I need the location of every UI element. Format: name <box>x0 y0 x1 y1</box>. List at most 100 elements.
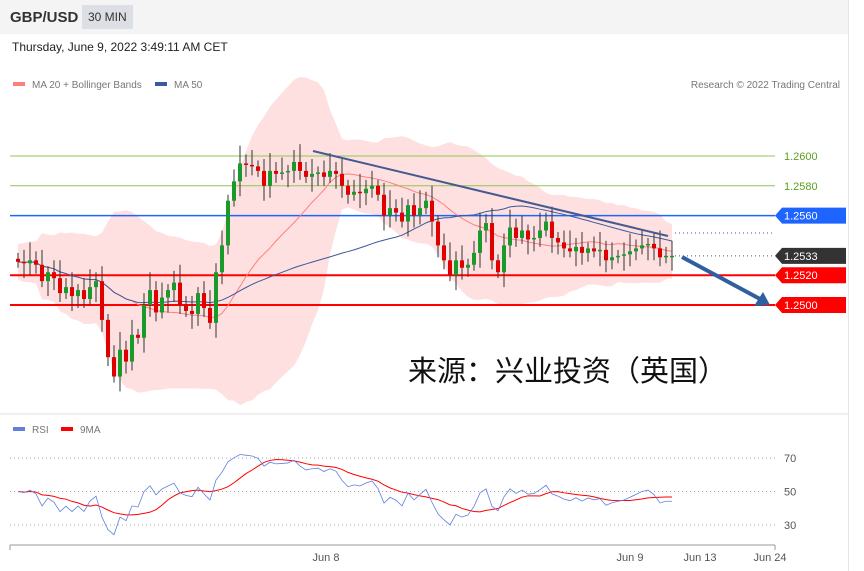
ma50-legend: MA 50 <box>174 80 203 91</box>
candle <box>310 158 314 192</box>
candle <box>28 242 32 276</box>
ma20-legend-swatch <box>13 82 25 86</box>
candle-body <box>100 281 104 320</box>
ma20-legend: MA 20 + Bollinger Bands <box>32 80 142 91</box>
candle <box>256 160 260 177</box>
timeframe-button[interactable]: 30 MIN <box>82 5 133 29</box>
candle <box>508 209 512 258</box>
candle <box>58 260 62 303</box>
candle-body <box>382 194 386 216</box>
candle <box>268 153 272 198</box>
rsi-ma-legend-swatch <box>61 427 73 431</box>
candle-body <box>550 221 554 238</box>
candle <box>664 246 668 264</box>
candle <box>346 179 350 204</box>
candle-body <box>292 161 296 171</box>
candle <box>40 249 44 288</box>
candle-body <box>268 170 272 186</box>
candle <box>100 266 104 332</box>
candle-body <box>148 290 152 305</box>
rsi-tick-50: 50 <box>784 487 796 499</box>
candle-body <box>142 305 146 338</box>
candle-body <box>592 248 596 252</box>
x-tick-label: Jun 24 <box>753 552 786 564</box>
candle-body <box>598 249 602 252</box>
candle <box>238 145 242 197</box>
candle <box>136 328 140 344</box>
candle-body <box>274 170 278 174</box>
candle-body <box>358 191 362 194</box>
candle-body <box>502 245 506 273</box>
candle-body <box>196 293 200 314</box>
candle <box>16 252 20 268</box>
candle <box>316 166 320 186</box>
header-bar: GBP/USD 30 MIN <box>0 0 849 34</box>
candle <box>448 242 452 282</box>
candle <box>178 264 182 314</box>
candle <box>544 212 548 237</box>
candle-body <box>484 223 488 231</box>
candle <box>556 231 560 255</box>
candle-body <box>448 260 452 276</box>
candle-body <box>106 319 110 358</box>
candle <box>598 231 602 267</box>
candle-body <box>418 208 422 216</box>
candle-body <box>652 243 656 249</box>
candle-body <box>94 281 98 288</box>
candle-body <box>664 255 668 258</box>
candle <box>568 230 572 258</box>
candle <box>472 240 476 271</box>
candle <box>106 313 110 367</box>
candle-body <box>220 245 224 273</box>
candle <box>484 214 488 243</box>
ma50-legend-swatch <box>155 82 167 86</box>
candle <box>322 160 326 186</box>
candle <box>460 245 464 280</box>
candle <box>148 272 152 317</box>
candle-body <box>178 282 182 305</box>
candle-body <box>562 242 566 249</box>
datetime-label: Thursday, June 9, 2022 3:49:11 AM CET <box>12 40 228 54</box>
candle <box>412 193 416 228</box>
candle <box>628 233 632 267</box>
trendline <box>312 150 669 237</box>
level-tag-1.2533 <box>775 247 846 264</box>
candle <box>532 226 536 252</box>
candle-body <box>256 166 260 171</box>
candle <box>214 263 218 338</box>
candle <box>526 224 530 255</box>
candle-body <box>286 170 290 173</box>
candle-body <box>544 221 548 231</box>
candle-body <box>262 170 266 186</box>
candle <box>562 230 566 258</box>
level-label-1.2600: 1.2600 <box>784 151 818 163</box>
candle-body <box>154 290 158 313</box>
candle-body <box>670 255 674 258</box>
arrow-head-icon <box>754 292 770 306</box>
candle-body <box>82 290 86 300</box>
candle <box>670 240 674 271</box>
level-tag-1.2520 <box>775 267 846 284</box>
candle <box>130 319 134 371</box>
candle-body <box>64 287 68 294</box>
candle-body <box>118 349 122 377</box>
candle <box>550 206 554 253</box>
candle-body <box>28 260 32 264</box>
candle-body <box>472 252 476 265</box>
x-tick-label: Jun 8 <box>313 552 340 564</box>
candle <box>658 230 662 267</box>
candle-body <box>244 163 248 165</box>
candle-body <box>310 173 314 177</box>
level-label-1.2580: 1.2580 <box>784 181 818 193</box>
candle <box>250 150 254 176</box>
candle <box>190 296 194 329</box>
candle-body <box>166 290 170 298</box>
candle-body <box>574 246 578 252</box>
candle-body <box>412 205 416 216</box>
candle <box>184 296 188 317</box>
candle-body <box>394 208 398 213</box>
candle <box>574 237 578 267</box>
level-tag-1.2500 <box>775 297 846 313</box>
candle <box>430 185 434 237</box>
